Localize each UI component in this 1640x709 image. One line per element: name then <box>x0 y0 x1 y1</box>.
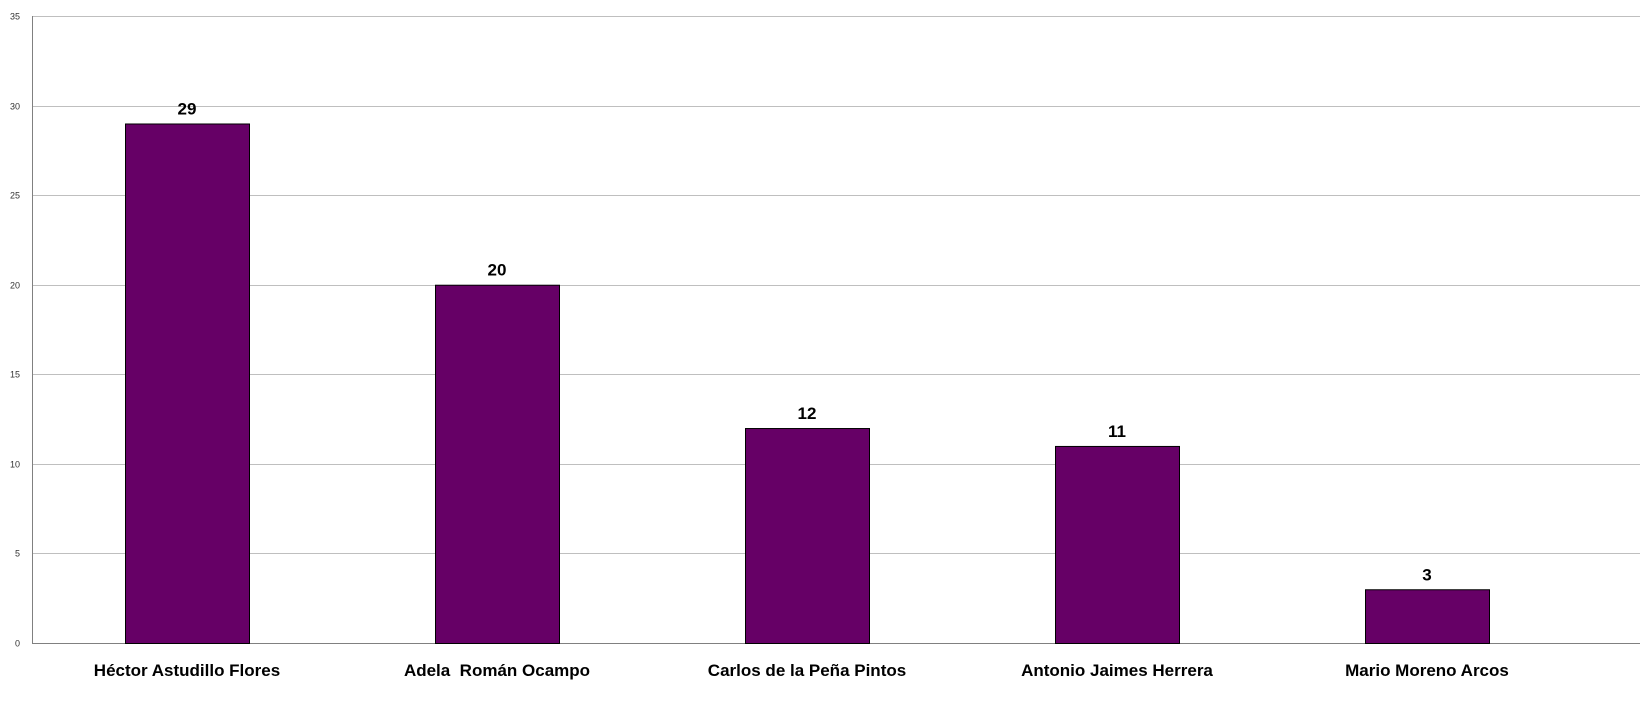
y-tick-label: 30 <box>10 102 20 112</box>
y-tick-label: 20 <box>10 281 20 291</box>
y-tick-label: 25 <box>10 191 20 201</box>
category-label: Carlos de la Peña Pintos <box>708 661 906 680</box>
data-label: 3 <box>1422 565 1431 584</box>
bar <box>1365 589 1490 644</box>
data-label: 29 <box>178 99 197 118</box>
y-tick-label: 10 <box>10 460 20 470</box>
y-tick-label: 35 <box>10 12 20 22</box>
data-label: 11 <box>1108 422 1126 441</box>
category-label: Mario Moreno Arcos <box>1345 661 1509 680</box>
bar <box>745 428 870 644</box>
category-label: Héctor Astudillo Flores <box>94 661 280 680</box>
gridlines <box>32 16 1640 554</box>
y-tick-label: 5 <box>15 549 20 559</box>
category-label: Adela Román Ocampo <box>404 661 590 680</box>
y-tick-label: 0 <box>15 639 20 649</box>
y-tick-label: 15 <box>10 370 20 380</box>
bars <box>125 123 1490 645</box>
category-labels: Héctor Astudillo Flores Adela Román Ocamp… <box>94 661 1509 680</box>
bar <box>125 123 250 644</box>
bar <box>1055 445 1180 645</box>
category-label: Antonio Jaimes Herrera <box>1021 661 1213 680</box>
data-label: 12 <box>798 404 817 423</box>
bar <box>435 284 560 644</box>
data-label: 20 <box>488 261 507 280</box>
y-axis-tick-labels: 0 5 10 15 20 25 30 35 <box>10 12 20 649</box>
data-labels: 29 20 12 11 3 <box>178 99 1432 584</box>
